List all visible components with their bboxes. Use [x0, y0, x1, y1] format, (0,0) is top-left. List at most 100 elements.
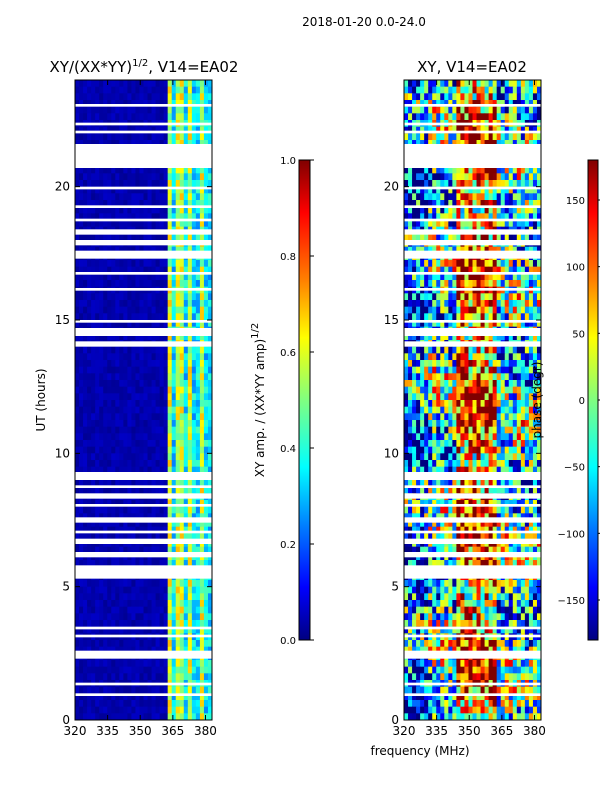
- heatmap-cell: [183, 313, 189, 321]
- heatmap-cell: [179, 126, 185, 134]
- heatmap-cell: [99, 440, 104, 448]
- heatmap-cell: [412, 320, 417, 328]
- heatmap-cell: [91, 620, 96, 628]
- heatmap-cell: [520, 300, 526, 308]
- heatmap-cell: [91, 480, 96, 488]
- heatmap-cell: [532, 393, 538, 401]
- heatmap-cell: [107, 646, 112, 654]
- heatmap-cell: [171, 460, 177, 468]
- left-heatmap-image: [75, 80, 212, 720]
- heatmap-cell: [175, 466, 181, 474]
- heatmap-cell: [532, 213, 538, 221]
- heatmap-cell: [460, 186, 466, 194]
- heatmap-cell: [167, 520, 173, 528]
- heatmap-cell: [203, 386, 209, 394]
- heatmap-cell: [119, 466, 124, 474]
- heatmap-cell: [504, 246, 510, 254]
- heatmap-cell: [127, 280, 133, 288]
- heatmap-cell: [460, 346, 466, 354]
- heatmap-cell: [528, 313, 534, 321]
- heatmap-cell: [107, 380, 112, 388]
- heatmap-cell: [79, 353, 84, 361]
- heatmap-cell: [151, 426, 157, 434]
- heatmap-cell: [199, 400, 205, 408]
- heatmap-cell: [528, 166, 534, 174]
- heatmap-cell: [99, 413, 104, 421]
- heatmap-cell: [111, 306, 116, 314]
- heatmap-cell: [444, 173, 449, 181]
- heatmap-cell: [179, 660, 185, 668]
- heatmap-cell: [163, 113, 169, 121]
- heatmap-cell: [528, 320, 534, 328]
- heatmap-cell: [408, 180, 413, 188]
- heatmap-cell: [159, 513, 165, 521]
- heatmap-cell: [135, 526, 141, 534]
- heatmap-cell: [87, 413, 92, 421]
- heatmap-cell: [163, 440, 169, 448]
- heatmap-cell: [195, 313, 201, 321]
- heatmap-cell: [155, 560, 161, 568]
- heatmap-cell: [476, 100, 482, 108]
- heatmap-cell: [143, 400, 149, 408]
- heatmap-cell: [500, 233, 506, 241]
- right-heatmap-image: [404, 80, 541, 720]
- heatmap-cell: [83, 640, 88, 648]
- heatmap-cell: [524, 353, 530, 361]
- colorbar-tick-label: 0.8: [280, 252, 296, 263]
- heatmap-cell: [207, 373, 212, 381]
- heatmap-cell: [95, 313, 100, 321]
- heatmap-cell: [75, 273, 80, 281]
- heatmap-cell: [444, 140, 449, 148]
- heatmap-cell: [95, 93, 100, 101]
- heatmap-cell: [448, 86, 453, 94]
- heatmap-cell: [79, 140, 84, 148]
- heatmap-cell: [524, 220, 530, 228]
- heatmap-cell: [79, 306, 84, 314]
- heatmap-cell: [492, 366, 498, 374]
- heatmap-cell: [175, 533, 181, 541]
- heatmap-cell: [175, 353, 181, 361]
- heatmap-cell: [508, 100, 514, 108]
- heatmap-cell: [488, 386, 494, 394]
- heatmap-cell: [143, 233, 149, 241]
- heatmap-cell: [151, 373, 157, 381]
- heatmap-cell: [207, 173, 212, 181]
- heatmap-cell: [187, 86, 193, 94]
- heatmap-cell: [420, 80, 425, 88]
- heatmap-cell: [139, 386, 145, 394]
- heatmap-cell: [99, 113, 104, 121]
- heatmap-cell: [488, 100, 494, 108]
- heatmap-cell: [143, 220, 149, 228]
- heatmap-cell: [91, 400, 96, 408]
- heatmap-cell: [195, 220, 201, 228]
- heatmap-cell: [131, 333, 137, 341]
- heatmap-cell: [436, 366, 441, 374]
- heatmap-cell: [492, 220, 498, 228]
- heatmap-cell: [175, 400, 181, 408]
- heatmap-cell: [187, 266, 193, 274]
- heatmap-cell: [464, 320, 470, 328]
- heatmap-cell: [87, 620, 92, 628]
- heatmap-cell: [127, 713, 133, 720]
- heatmap-cell: [123, 526, 128, 534]
- heatmap-cell: [428, 213, 433, 221]
- flagged-time-gap: [75, 205, 212, 208]
- heatmap-cell: [187, 293, 193, 301]
- heatmap-cell: [452, 180, 457, 188]
- heatmap-cell: [119, 420, 124, 428]
- heatmap-cell: [496, 206, 502, 214]
- heatmap-cell: [103, 86, 108, 94]
- heatmap-cell: [135, 80, 141, 88]
- heatmap-cell: [171, 233, 177, 241]
- heatmap-cell: [436, 93, 441, 101]
- heatmap-cell: [195, 200, 201, 208]
- heatmap-cell: [480, 213, 486, 221]
- heatmap-cell: [95, 126, 100, 134]
- heatmap-cell: [504, 306, 510, 314]
- heatmap-cell: [75, 673, 80, 681]
- heatmap-cell: [91, 100, 96, 108]
- heatmap-cell: [91, 533, 96, 541]
- heatmap-cell: [131, 206, 137, 214]
- heatmap-cell: [183, 100, 189, 108]
- heatmap-cell: [139, 273, 145, 281]
